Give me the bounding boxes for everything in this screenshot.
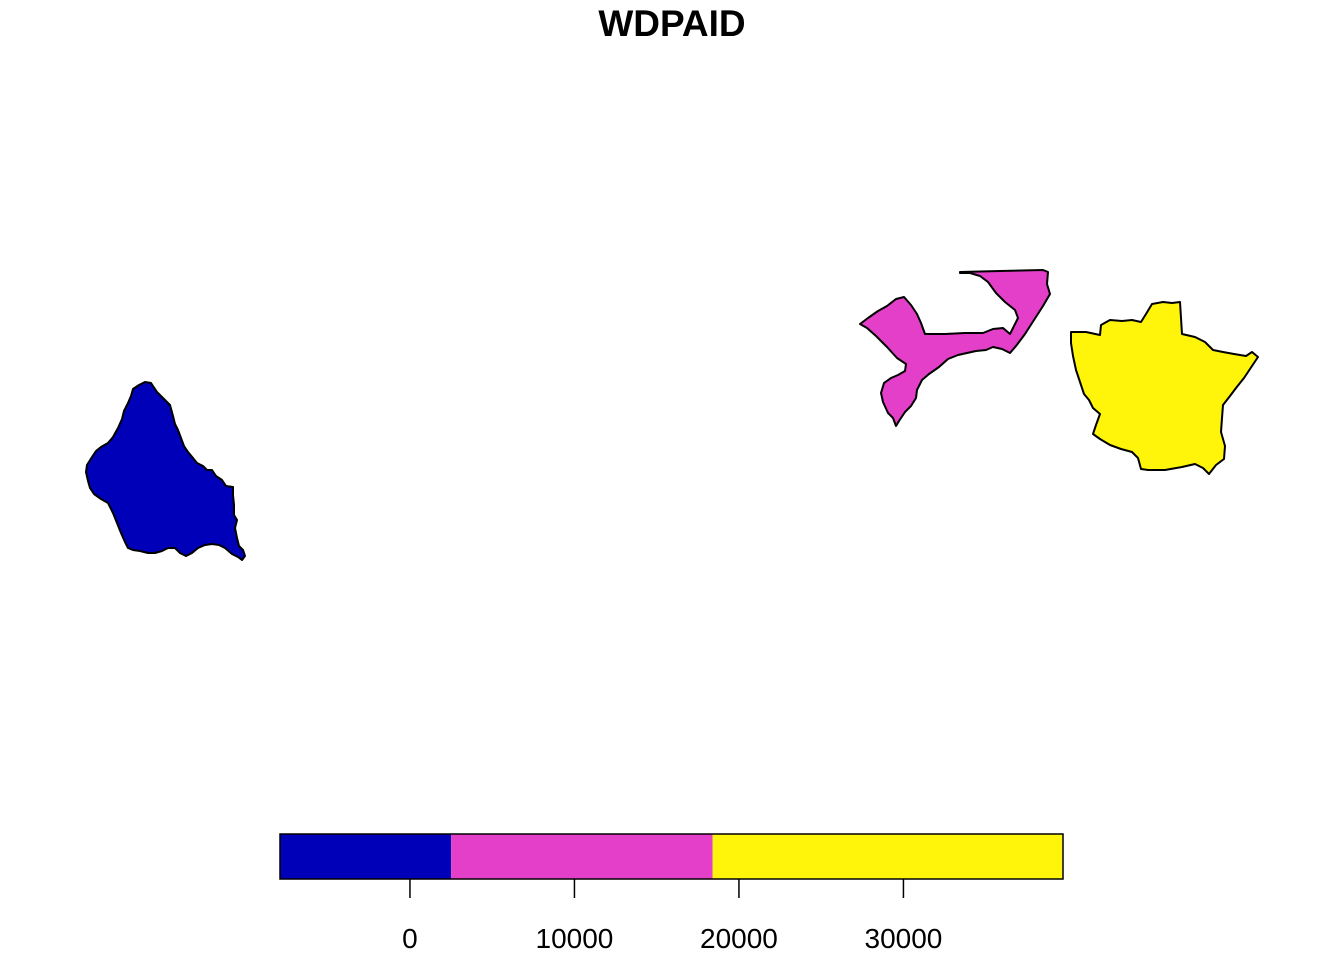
regions-layer [86,270,1258,560]
legend-tick-label-0: 0 [402,923,418,954]
region-protected-area-central [860,270,1050,426]
region-protected-area-east [1071,302,1258,474]
legend-tick-label-1: 10000 [536,923,614,954]
legend-ticks: 0 10000 20000 30000 [402,879,942,954]
color-legend: 0 10000 20000 30000 [280,834,1063,954]
legend-bins [280,834,1063,879]
region-protected-area-west [86,382,245,560]
legend-tick-label-3: 30000 [865,923,943,954]
legend-bin-2 [713,834,1063,879]
legend-tick-label-2: 20000 [700,923,778,954]
legend-bin-1 [451,834,713,879]
legend-bin-0 [280,834,451,879]
